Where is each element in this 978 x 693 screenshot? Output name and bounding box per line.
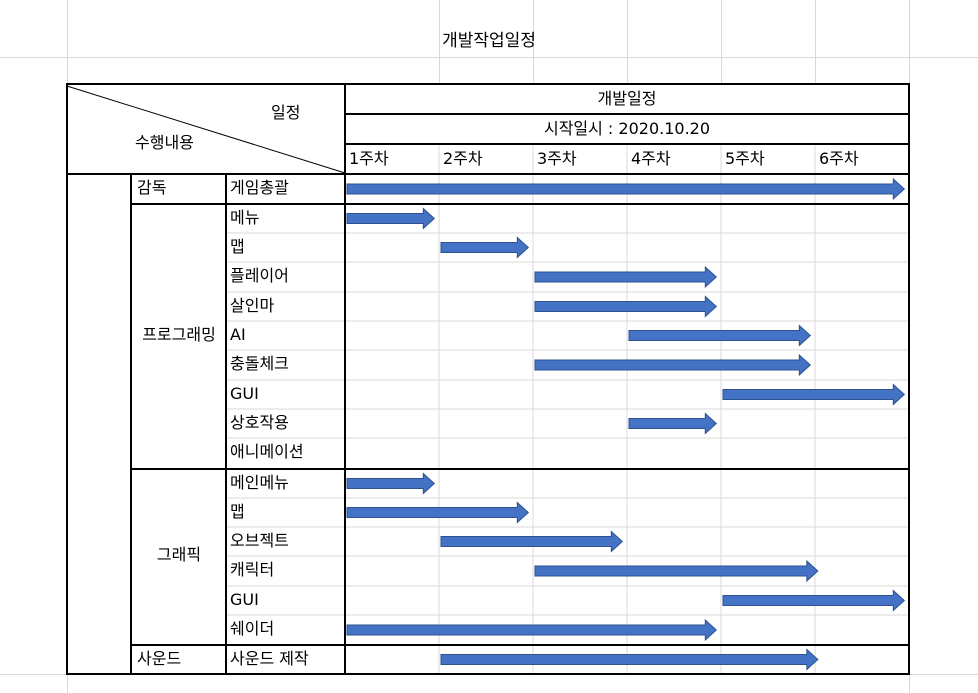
- week-header-3: 3주차: [537, 149, 577, 168]
- task-label: 사운드 제작: [230, 649, 309, 668]
- group-label-directing: 감독: [137, 178, 167, 197]
- week-header-2: 2주차: [443, 149, 483, 168]
- page-title: 개발작업일정: [442, 31, 536, 51]
- group-label-graphics: 그래픽: [156, 545, 202, 564]
- schedule-arrow: [346, 618, 718, 642]
- schedule-arrow: [534, 295, 718, 318]
- task-label: 오브젝트: [230, 531, 289, 550]
- schedule-arrow: [722, 383, 906, 406]
- schedule-arrow: [534, 265, 718, 289]
- header-start-date: 시작일시 : 2020.10.20: [543, 119, 711, 138]
- schedule-arrow: [534, 559, 819, 583]
- task-label: AI: [230, 325, 246, 344]
- group-label-programming: 프로그래밍: [142, 325, 216, 344]
- schedule-arrow: [628, 324, 812, 347]
- schedule-arrow: [440, 236, 530, 259]
- task-label: GUI: [230, 384, 259, 403]
- week-header-6: 6주차: [819, 149, 859, 168]
- task-label: 상호작용: [230, 413, 289, 432]
- header-task-label: 수행내용: [135, 133, 194, 152]
- schedule-arrow: [440, 530, 624, 553]
- schedule-arrow: [346, 177, 906, 201]
- task-label: 캐릭터: [230, 560, 275, 579]
- week-header-1: 1주차: [349, 149, 389, 168]
- task-label: 맵: [230, 502, 245, 521]
- schedule-arrow: [346, 472, 436, 495]
- schedule-arrow: [534, 353, 812, 377]
- schedule-arrow: [628, 412, 718, 435]
- schedule-arrow: [346, 207, 436, 230]
- week-header-4: 4주차: [631, 149, 671, 168]
- group-label-sound: 사운드: [137, 649, 182, 668]
- task-label: GUI: [230, 590, 259, 609]
- task-label: 살인마: [230, 296, 275, 315]
- task-label: 메뉴: [230, 208, 260, 227]
- task-label: 쉐이더: [230, 619, 275, 638]
- task-label: 메인메뉴: [230, 473, 289, 492]
- task-label: 애니메이션: [230, 442, 304, 461]
- header-schedule-label: 일정: [271, 103, 301, 122]
- header-dev-schedule: 개발일정: [597, 89, 657, 108]
- task-label: 맵: [230, 237, 245, 256]
- schedule-arrow: [722, 589, 906, 612]
- task-label: 플레이어: [230, 266, 289, 285]
- task-label: 게임총괄: [230, 178, 289, 197]
- schedule-arrow: [440, 648, 819, 671]
- task-label: 충돌체크: [230, 354, 289, 373]
- schedule-arrow: [346, 501, 530, 524]
- week-header-5: 5주차: [725, 149, 765, 168]
